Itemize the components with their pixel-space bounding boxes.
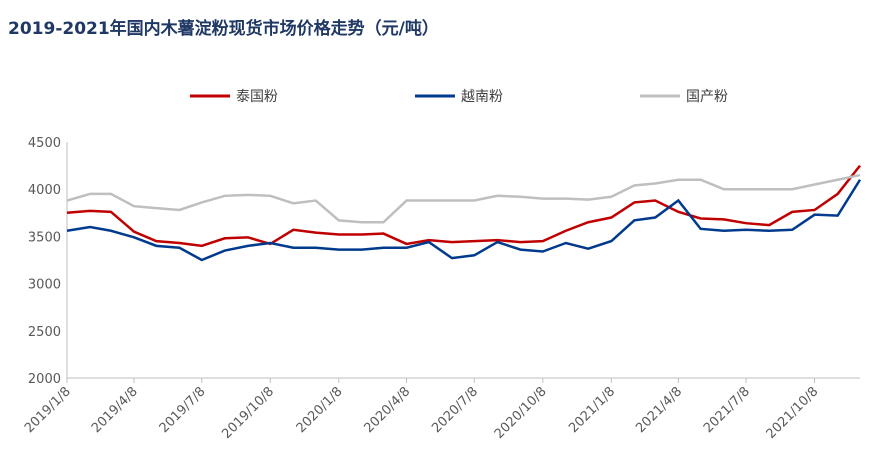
- y-tick-label: 2000: [28, 372, 61, 387]
- legend-label: 越南粉: [461, 89, 503, 105]
- x-tick-label: 2021/7/8: [701, 384, 753, 436]
- legend-label: 泰国粉: [236, 89, 278, 105]
- x-tick-label: 2019/4/8: [89, 384, 141, 436]
- x-tick-label: 2021/1/8: [566, 384, 618, 436]
- x-tick-label: 2019/10/8: [219, 384, 277, 442]
- x-tick-label: 2019/7/8: [157, 384, 209, 436]
- y-tick-label: 4000: [28, 183, 61, 198]
- chart-title: 2019-2021年国内木薯淀粉现货市场价格走势（元/吨）: [8, 18, 439, 39]
- series-line: [66, 173, 861, 224]
- series-line: [66, 164, 861, 248]
- legend-label: 国产粉: [686, 89, 728, 105]
- y-tick-label: 3500: [28, 230, 61, 245]
- y-tick-label: 2500: [28, 325, 61, 340]
- y-tick-label: 4500: [28, 136, 61, 151]
- x-tick-label: 2020/10/8: [492, 384, 550, 442]
- y-tick-label: 3000: [28, 278, 61, 293]
- series-line: [66, 179, 862, 262]
- x-tick-label: 2019/1/8: [22, 384, 74, 436]
- x-tick-label: 2020/4/8: [361, 384, 413, 436]
- x-tick-label: 2020/7/8: [429, 384, 481, 436]
- x-tick-label: 2020/1/8: [294, 384, 346, 436]
- x-tick-label: 2021/4/8: [633, 384, 685, 436]
- x-tick-label: 2021/10/8: [764, 384, 822, 442]
